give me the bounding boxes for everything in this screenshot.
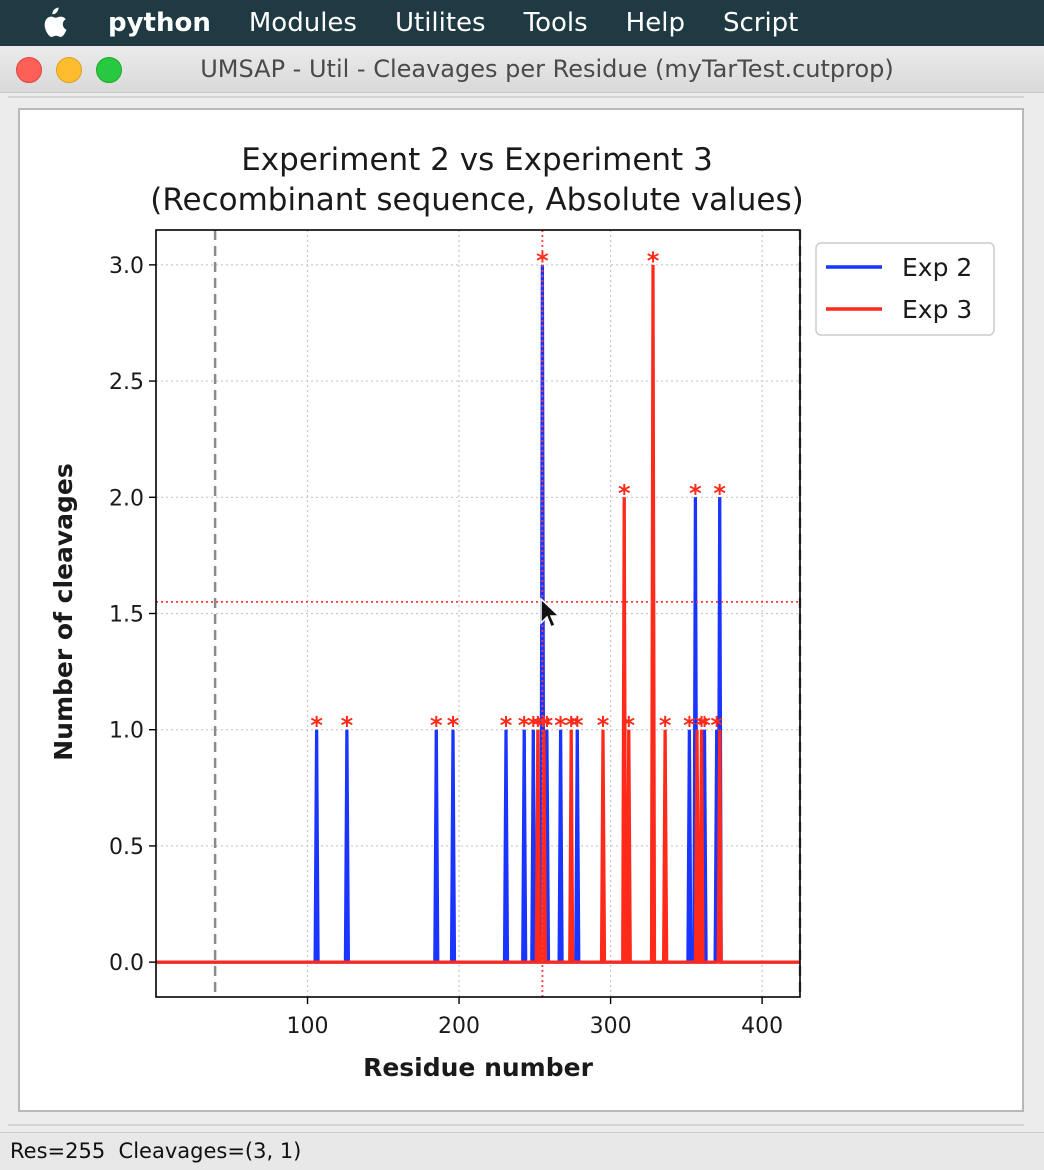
axis-ticks: 100 200 300 400 0.0 0.5 1.0 1.5 2.0 2.5 3.0: [109, 254, 783, 1039]
y-tick-label: 2.5: [109, 370, 144, 395]
legend: Exp 2 Exp 3: [815, 242, 995, 336]
y-tick-label: 3.0: [109, 254, 144, 279]
menu-modules[interactable]: Modules: [248, 8, 357, 38]
y-axis-label: Number of cleavages: [49, 463, 78, 761]
asterisk-mark: *: [565, 712, 578, 740]
crosshair: [156, 230, 800, 997]
asterisk-mark: *: [689, 479, 702, 507]
asterisk-mark: *: [554, 712, 567, 740]
status-bar: Res=255 Cleavages=(3, 1): [0, 1132, 1044, 1170]
x-tick-label: 100: [287, 1014, 329, 1039]
x-tick-label: 300: [590, 1014, 632, 1039]
x-axis-label: Residue number: [363, 1053, 594, 1082]
asterisk-mark: *: [713, 479, 726, 507]
close-window-button[interactable]: [16, 57, 42, 83]
series-exp-3: [156, 264, 800, 964]
asterisk-mark: *: [710, 712, 723, 740]
status-residue: Res=255: [10, 1139, 106, 1163]
minimize-window-button[interactable]: [56, 57, 82, 83]
legend-label-exp2: Exp 2: [902, 253, 972, 282]
asterisk-layer: *************************: [310, 247, 726, 740]
y-tick-label: 0.0: [109, 951, 144, 976]
asterisk-mark: *: [527, 712, 540, 740]
status-cleavages: Cleavages=(3, 1): [118, 1139, 302, 1163]
asterisk-mark: *: [341, 712, 354, 740]
asterisk-mark: *: [310, 712, 323, 740]
zoom-window-button[interactable]: [96, 57, 122, 83]
asterisk-mark: *: [647, 247, 660, 275]
asterisk-mark: *: [698, 712, 711, 740]
bottom-divider: [8, 1124, 1024, 1126]
asterisk-mark: *: [659, 712, 672, 740]
asterisk-mark: *: [695, 712, 708, 740]
asterisk-mark: *: [622, 712, 635, 740]
y-tick-label: 1.5: [109, 603, 144, 628]
chart-title: Experiment 2 vs Experiment 3: [241, 142, 713, 178]
y-tick-label: 2.0: [109, 486, 144, 511]
x-tick-label: 200: [438, 1014, 480, 1039]
asterisk-mark: *: [683, 712, 696, 740]
apple-logo-icon[interactable]: [38, 6, 72, 40]
mouse-pointer-icon: [540, 597, 561, 629]
menu-bar: python Modules Utilites Tools Help Scrip…: [0, 0, 1044, 46]
plot-canvas[interactable]: ************************* 100 200 300 400 0.…: [18, 108, 1024, 1112]
menu-help[interactable]: Help: [625, 8, 685, 38]
asterisk-mark: *: [618, 479, 631, 507]
asterisk-mark: *: [571, 712, 584, 740]
menu-tools[interactable]: Tools: [523, 8, 588, 38]
cleavage-chart[interactable]: ************************* 100 200 300 400 0.…: [20, 110, 1022, 1110]
menu-script[interactable]: Script: [722, 8, 799, 38]
top-divider: [8, 96, 1024, 98]
asterisk-mark: *: [532, 712, 545, 740]
cleavages-window: UMSAP - Util - Cleavages per Residue (my…: [0, 46, 1044, 1170]
window-title: UMSAP - Util - Cleavages per Residue (my…: [200, 55, 894, 83]
y-tick-label: 1.0: [109, 719, 144, 744]
asterisk-mark: *: [538, 712, 551, 740]
asterisk-mark: *: [597, 712, 610, 740]
asterisk-mark: *: [447, 712, 460, 740]
asterisk-mark: *: [500, 712, 513, 740]
menu-utilites[interactable]: Utilites: [394, 8, 486, 38]
title-bar[interactable]: UMSAP - Util - Cleavages per Residue (my…: [0, 46, 1044, 93]
asterisk-mark: *: [541, 712, 554, 740]
chart-subtitle: (Recombinant sequence, Absolute values): [150, 182, 803, 218]
y-tick-label: 0.5: [109, 835, 144, 860]
legend-label-exp3: Exp 3: [902, 295, 972, 324]
asterisk-mark: *: [518, 712, 531, 740]
x-tick-label: 400: [741, 1014, 783, 1039]
menu-python[interactable]: python: [108, 8, 211, 38]
asterisk-mark: *: [430, 712, 443, 740]
